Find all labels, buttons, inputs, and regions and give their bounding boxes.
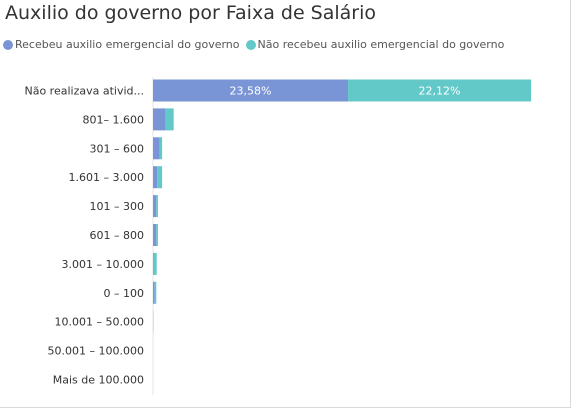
- category-tick-label: 101 – 300: [90, 200, 144, 213]
- data-label: 23,58%: [230, 85, 272, 98]
- legend-marker-recebeu: [3, 39, 13, 50]
- category-tick-label: 3.001 – 10.000: [62, 258, 144, 271]
- category-tick-label: 10.001 – 50.000: [55, 316, 144, 329]
- bar-recebeu[interactable]: [153, 252, 154, 275]
- bar-nao-recebeu[interactable]: [157, 166, 163, 189]
- bar-nao-recebeu[interactable]: [156, 195, 158, 218]
- legend-item-nao-recebeu[interactable]: Não recebeu auxilio emergencial do gover…: [245, 38, 505, 51]
- bar-recebeu[interactable]: [153, 224, 157, 246]
- category-tick-label: Não realizava ativid...: [24, 85, 144, 98]
- category-tick-label: 301 – 600: [90, 142, 144, 155]
- category-tick-label: Mais de 100.000: [53, 374, 144, 387]
- category-tick-label: 801– 1.600: [83, 113, 144, 126]
- category-tick-label: 0 – 100: [104, 287, 145, 300]
- bar-nao-recebeu[interactable]: [165, 108, 174, 131]
- category-tick-label: 50.001 – 100.000: [48, 345, 144, 358]
- data-label: 22,12%: [419, 85, 461, 98]
- legend-label-nao-recebeu: Não recebeu auxilio emergencial do gover…: [257, 38, 505, 51]
- bar-recebeu[interactable]: [153, 137, 160, 160]
- bar-nao-recebeu[interactable]: [159, 137, 163, 160]
- legend: Recebeu auxilio emergencial do governo N…: [3, 38, 510, 51]
- bar-recebeu[interactable]: [153, 195, 157, 218]
- bar-recebeu[interactable]: [153, 166, 158, 189]
- legend-label-recebeu: Recebeu auxilio emergencial do governo: [15, 38, 240, 51]
- bar-recebeu[interactable]: [153, 108, 166, 131]
- category-tick-label: 601 – 800: [90, 229, 144, 242]
- bar-recebeu[interactable]: [153, 79, 349, 102]
- bar-nao-recebeu[interactable]: [154, 281, 157, 304]
- bar-recebeu[interactable]: [153, 281, 155, 304]
- bar-nao-recebeu[interactable]: [153, 252, 157, 275]
- legend-marker-nao-recebeu: [245, 39, 256, 50]
- category-tick-label: 1.601 – 3.000: [69, 171, 144, 184]
- chart-title: Auxilio do governo por Faixa de Salário: [5, 2, 377, 24]
- legend-item-recebeu[interactable]: Recebeu auxilio emergencial do governo: [3, 38, 240, 51]
- bar-nao-recebeu[interactable]: [348, 79, 531, 102]
- bar-nao-recebeu[interactable]: [156, 224, 158, 246]
